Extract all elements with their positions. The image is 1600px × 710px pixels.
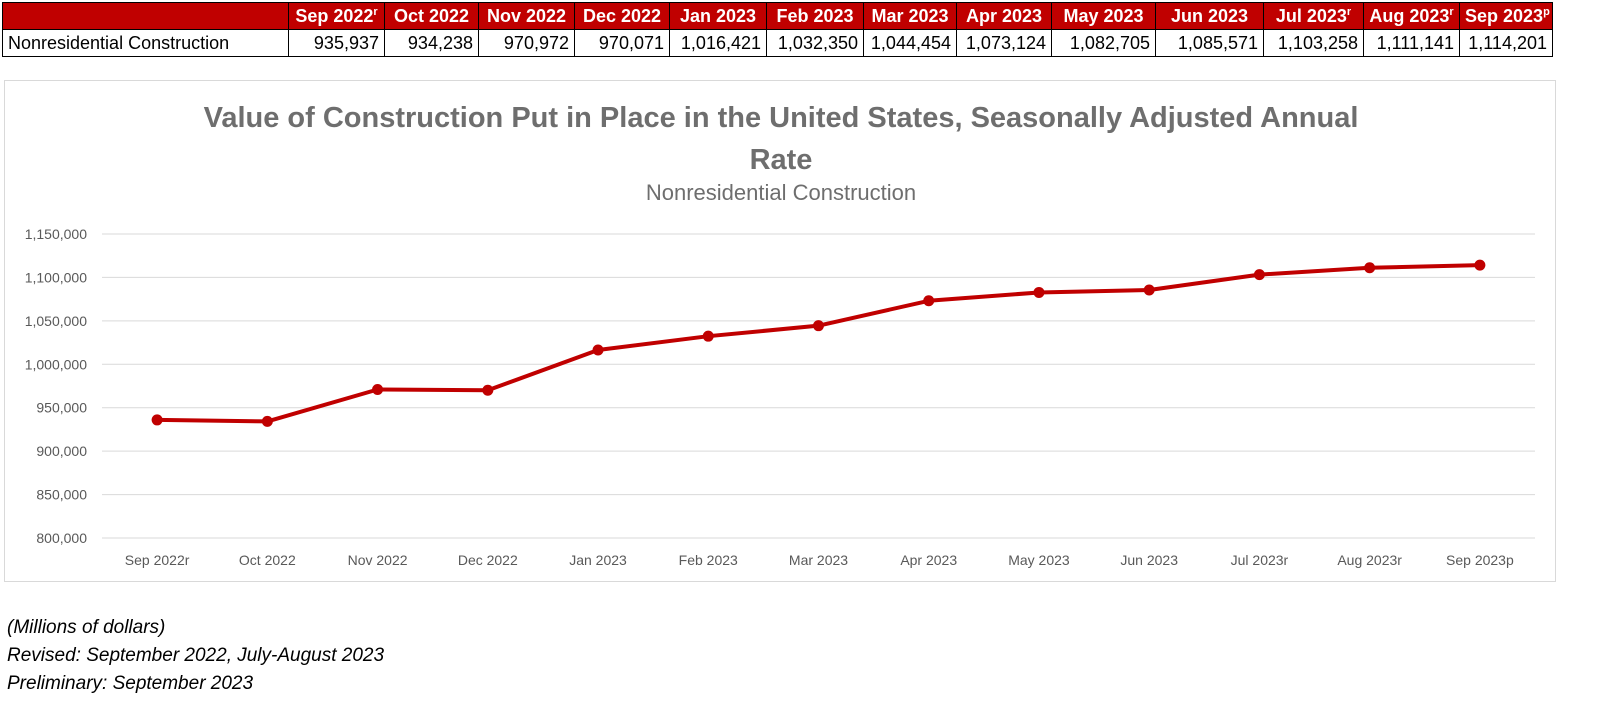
- column-header: Aug 2023r: [1363, 2, 1460, 30]
- column-header-label: Jan 2023: [679, 5, 757, 26]
- x-tick-label: Apr 2023: [900, 552, 957, 568]
- table-cell: 934,238: [384, 29, 479, 57]
- table-header-row: Sep 2022r Oct 2022 Nov 2022 Dec 2022 Jan 202…: [2, 2, 1553, 30]
- column-header-label: May 2023: [1063, 5, 1144, 26]
- column-header-label: Jul 2023: [1275, 5, 1347, 26]
- data-point: [1143, 284, 1155, 296]
- column-header: Nov 2022: [478, 2, 575, 30]
- x-tick-label: Nov 2022: [348, 552, 408, 568]
- data-point: [1364, 262, 1376, 274]
- column-header-label: Dec 2022: [582, 5, 662, 26]
- data-point: [151, 414, 163, 426]
- data-point: [813, 320, 824, 332]
- x-tick-label: Oct 2022: [239, 552, 296, 568]
- x-tick-label: Jan 2023: [569, 552, 627, 568]
- revised-note: Revised: September 2022, July-August 202…: [7, 645, 385, 666]
- x-tick-label: Sep 2023p: [1446, 552, 1514, 568]
- column-header: Feb 2023: [766, 2, 864, 30]
- y-tick-label: 800,000: [36, 530, 87, 546]
- table-corner-cell: [2, 2, 289, 30]
- table-cell: 1,082,705: [1051, 29, 1156, 57]
- column-header-label: Mar 2023: [871, 5, 949, 26]
- chart-title-text: Value of Construction Put in Place in th…: [203, 102, 1359, 176]
- column-header-label: Jun 2023: [1170, 5, 1249, 26]
- column-header-note-mark: r: [1449, 5, 1454, 18]
- row-label: Nonresidential Construction: [2, 29, 289, 57]
- column-header: May 2023: [1051, 2, 1156, 30]
- chart-area: Value of Construction Put in Place in th…: [4, 80, 1556, 582]
- series-line: [155, 263, 1482, 424]
- table-row: Nonresidential Construction 935,937 934,2…: [2, 29, 1553, 57]
- column-header: Mar 2023: [863, 2, 957, 30]
- line-chart: 800,000 850,000 900,000 950,000 1,000,000 1,0…: [25, 226, 1535, 568]
- data-point: [1474, 259, 1486, 271]
- column-header: Sep 2022r: [288, 2, 385, 30]
- data-point: [923, 295, 935, 307]
- x-tick-label: Dec 2022: [458, 552, 518, 568]
- table-cell: 935,937: [288, 29, 385, 57]
- table-cell: 1,085,571: [1155, 29, 1264, 57]
- table-cell: 1,044,454: [863, 29, 957, 57]
- column-header-label: Apr 2023: [965, 5, 1043, 26]
- y-tick-label: 850,000: [36, 487, 87, 503]
- data-point: [482, 384, 494, 396]
- column-header: Jun 2023: [1155, 2, 1264, 30]
- column-header-note-mark: r: [373, 5, 378, 18]
- column-header: Apr 2023: [956, 2, 1052, 30]
- table-cell: 1,073,124: [956, 29, 1052, 57]
- chart-subtitle: Nonresidential Construction: [645, 180, 917, 205]
- y-tick-label: 1,100,000: [25, 269, 87, 285]
- preliminary-note: Preliminary: September 2023: [7, 673, 254, 694]
- table-cell: 970,972: [478, 29, 575, 57]
- data-point: [1033, 286, 1045, 298]
- x-tick-label: Feb 2023: [679, 552, 738, 568]
- column-header: Oct 2022: [384, 2, 479, 30]
- column-header-note-mark: r: [1346, 5, 1352, 18]
- data-table: Sep 2022r Oct 2022 Nov 2022 Dec 2022 Jan 202…: [2, 2, 1553, 57]
- x-tick-label: Sep 2022r: [125, 552, 190, 568]
- column-header: Sep 2023p: [1459, 2, 1553, 30]
- column-header: Jul 2023r: [1263, 2, 1364, 30]
- table-cell: 1,032,350: [766, 29, 864, 57]
- column-header-note-mark: p: [1543, 5, 1550, 18]
- table-cell: 1,111,141: [1363, 29, 1460, 57]
- column-header-label: Oct 2022: [393, 5, 470, 26]
- x-tick-label: May 2023: [1008, 552, 1070, 568]
- column-header-label: Nov 2022: [486, 5, 567, 26]
- data-point: [261, 415, 273, 427]
- chart-title: Value of Construction Put in Place in th…: [5, 97, 1557, 181]
- table-cell: 1,016,421: [669, 29, 767, 57]
- x-tick-label: Mar 2023: [789, 552, 848, 568]
- data-point: [372, 383, 384, 395]
- x-tick-label: Jul 2023r: [1231, 552, 1289, 568]
- y-tick-label: 900,000: [36, 443, 87, 459]
- x-tick-label: Aug 2023r: [1337, 552, 1402, 568]
- data-point: [702, 330, 714, 342]
- column-header-label: Aug 2023: [1369, 5, 1450, 26]
- column-header-label: Feb 2023: [776, 5, 854, 26]
- column-header-label: Sep 2023: [1465, 5, 1544, 26]
- y-tick-label: 1,050,000: [25, 313, 87, 329]
- table-cell: 1,114,201: [1459, 29, 1553, 57]
- table-cell: 1,103,258: [1263, 29, 1364, 57]
- footnotes: (Millions of dollars) Revised: September…: [7, 614, 384, 698]
- data-point: [1253, 269, 1265, 281]
- data-point: [592, 344, 604, 356]
- table-cell: 970,071: [574, 29, 670, 57]
- y-tick-label: 1,000,000: [25, 356, 87, 372]
- column-header: Jan 2023: [669, 2, 767, 30]
- units-note: (Millions of dollars): [7, 617, 166, 638]
- column-header-label: Sep 2022: [295, 5, 374, 26]
- column-header: Dec 2022: [574, 2, 670, 30]
- y-tick-label: 1,150,000: [25, 226, 87, 242]
- y-tick-label: 950,000: [36, 400, 87, 416]
- x-tick-label: Jun 2023: [1120, 552, 1178, 568]
